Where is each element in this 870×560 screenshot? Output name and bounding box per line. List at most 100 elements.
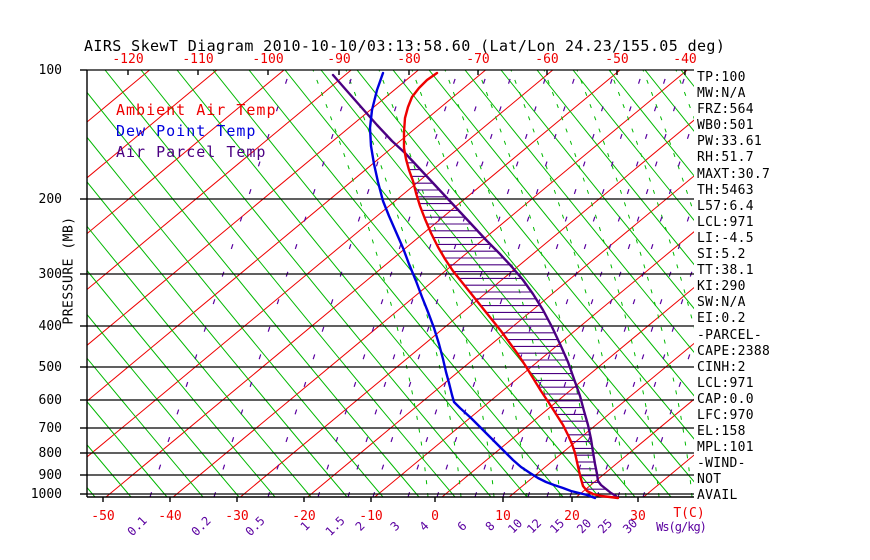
page-title: AIRS SkewT Diagram 2010-10-10/03:13:58.6… xyxy=(84,37,726,55)
dry-adiabat-line xyxy=(392,70,694,440)
pressure-tick-label: 900 xyxy=(39,468,62,483)
dew-point-temp-curve xyxy=(368,71,597,500)
dry-adiabat-line xyxy=(284,70,636,497)
air-parcel-temp-curve xyxy=(331,73,618,498)
grid-lines xyxy=(0,70,694,497)
stat-line: EL:158 xyxy=(697,424,746,440)
stat-line: MPL:101 xyxy=(697,440,754,456)
legend: Ambient Air Temp Dew Point Temp Air Parc… xyxy=(116,100,277,163)
stat-line: TT:38.1 xyxy=(697,263,754,279)
pressure-tick-label: 500 xyxy=(39,360,62,375)
temp-top-label: -80 xyxy=(397,52,420,67)
pressure-tick-label: 200 xyxy=(39,192,62,207)
stat-line: RH:51.7 xyxy=(697,150,754,166)
mixing-ratio-label: 6 xyxy=(455,519,470,534)
stat-line: MW:N/A xyxy=(697,86,746,102)
dry-adiabat-line xyxy=(320,70,672,497)
isotherm-line xyxy=(87,70,419,346)
dry-adiabat-line xyxy=(140,70,492,497)
isotherm-line xyxy=(307,175,694,497)
dry-adiabat-line xyxy=(87,269,276,497)
dry-adiabat-line xyxy=(87,91,420,497)
stat-line: CINH:2 xyxy=(697,359,746,375)
dry-adiabat-line xyxy=(87,444,132,497)
isotherm-line xyxy=(87,70,352,291)
pressure-axis-label: PRESSURE (MB) xyxy=(61,216,77,325)
stat-line: SW:N/A xyxy=(697,295,746,311)
dry-adiabat-line xyxy=(356,70,694,483)
isotherm-line xyxy=(87,70,218,179)
dry-adiabat-line xyxy=(248,70,600,497)
legend-dew-point-temp: Dew Point Temp xyxy=(116,122,257,140)
stat-line: EI:0.2 xyxy=(697,311,746,327)
stat-line: LCL:971 xyxy=(697,214,754,230)
pressure-tick-label: 400 xyxy=(39,319,62,334)
mixing-ratio-line xyxy=(372,70,514,497)
stat-line: -WIND- xyxy=(697,456,746,472)
dry-adiabat-line xyxy=(104,70,456,497)
dry-adiabat-line xyxy=(87,225,312,497)
stats-panel: TP:100 MW:N/A FRZ:564 WB0:501 PW:33.61 RH:51.… xyxy=(697,70,867,505)
stat-line: FRZ:564 xyxy=(697,102,754,118)
isotherm-line xyxy=(87,70,486,402)
cape-hatch-region xyxy=(406,155,606,490)
mixing-ratio-label: 1.5 xyxy=(323,514,348,539)
stat-line: NOT xyxy=(697,472,722,488)
mixing-ratio-line xyxy=(502,70,644,497)
isotherm-line xyxy=(0,70,15,497)
temp-bottom-label: -20 xyxy=(292,509,315,524)
dry-adiabat-line xyxy=(608,70,694,177)
isotherm-line xyxy=(105,70,621,497)
dry-adiabat-line xyxy=(572,70,694,221)
pressure-tick-label: 800 xyxy=(39,446,62,461)
temp-top-label: -90 xyxy=(327,52,350,67)
dry-adiabat-line xyxy=(500,70,694,310)
dry-adiabat-line xyxy=(176,70,528,497)
dry-adiabat-line xyxy=(428,70,694,397)
temp-top-label: -50 xyxy=(605,52,628,67)
moist-adiabat-line xyxy=(576,70,693,497)
dry-adiabat-line xyxy=(87,181,348,497)
dry-adiabat-line xyxy=(464,70,694,353)
mixing-ratio-line xyxy=(527,70,669,497)
stat-line: LI:-4.5 xyxy=(697,230,754,246)
dry-adiabat-line xyxy=(87,400,168,497)
temp-axis-unit-label: T(C) xyxy=(673,506,704,521)
dry-adiabat-line xyxy=(87,357,204,497)
stat-line: MAXT:30.7 xyxy=(697,166,771,182)
temp-bottom-label: 30 xyxy=(630,509,646,524)
temp-top-label: -70 xyxy=(466,52,489,67)
ambient-air-temp-curve xyxy=(402,71,620,500)
mixing-ratio-line xyxy=(407,70,549,497)
temp-bottom-label: 0 xyxy=(431,509,439,524)
mixing-ratio-label: 12 xyxy=(524,516,544,536)
temp-bottom-label: -50 xyxy=(91,509,114,524)
stat-line: LFC:970 xyxy=(697,407,754,423)
moist-adiabat-line xyxy=(510,70,627,497)
temp-top-label: -100 xyxy=(252,52,283,67)
isotherm-line xyxy=(508,342,694,497)
stat-line: -PARCEL- xyxy=(697,327,763,343)
stat-line: CAPE:2388 xyxy=(697,343,771,359)
stat-line: CAP:0.0 xyxy=(697,391,754,407)
moist-adiabat-line xyxy=(477,70,594,497)
isotherm-line xyxy=(441,287,694,497)
moist-adiabat-line xyxy=(411,70,528,497)
temp-bottom-label: -30 xyxy=(225,509,248,524)
mixing-ratio-label: 25 xyxy=(595,516,615,536)
dry-adiabat-line xyxy=(87,313,240,497)
stat-line: L57:6.4 xyxy=(697,198,754,214)
pressure-tick-label: 600 xyxy=(39,393,62,408)
isotherm-line xyxy=(374,231,694,497)
stat-line: SI:5.2 xyxy=(697,247,746,263)
stat-line: TP:100 xyxy=(697,70,746,85)
legend-air-parcel-temp: Air Parcel Temp xyxy=(116,143,267,161)
mixing-ratio-unit-label: Ws(g/kg) xyxy=(656,520,706,534)
stat-line: PW:33.61 xyxy=(697,134,763,150)
isotherm-line xyxy=(172,70,688,497)
stat-line: WB0:501 xyxy=(697,118,754,134)
dry-adiabat-line xyxy=(536,70,694,266)
pressure-tick-label: 700 xyxy=(39,421,62,436)
temp-bottom-label: -10 xyxy=(359,509,382,524)
